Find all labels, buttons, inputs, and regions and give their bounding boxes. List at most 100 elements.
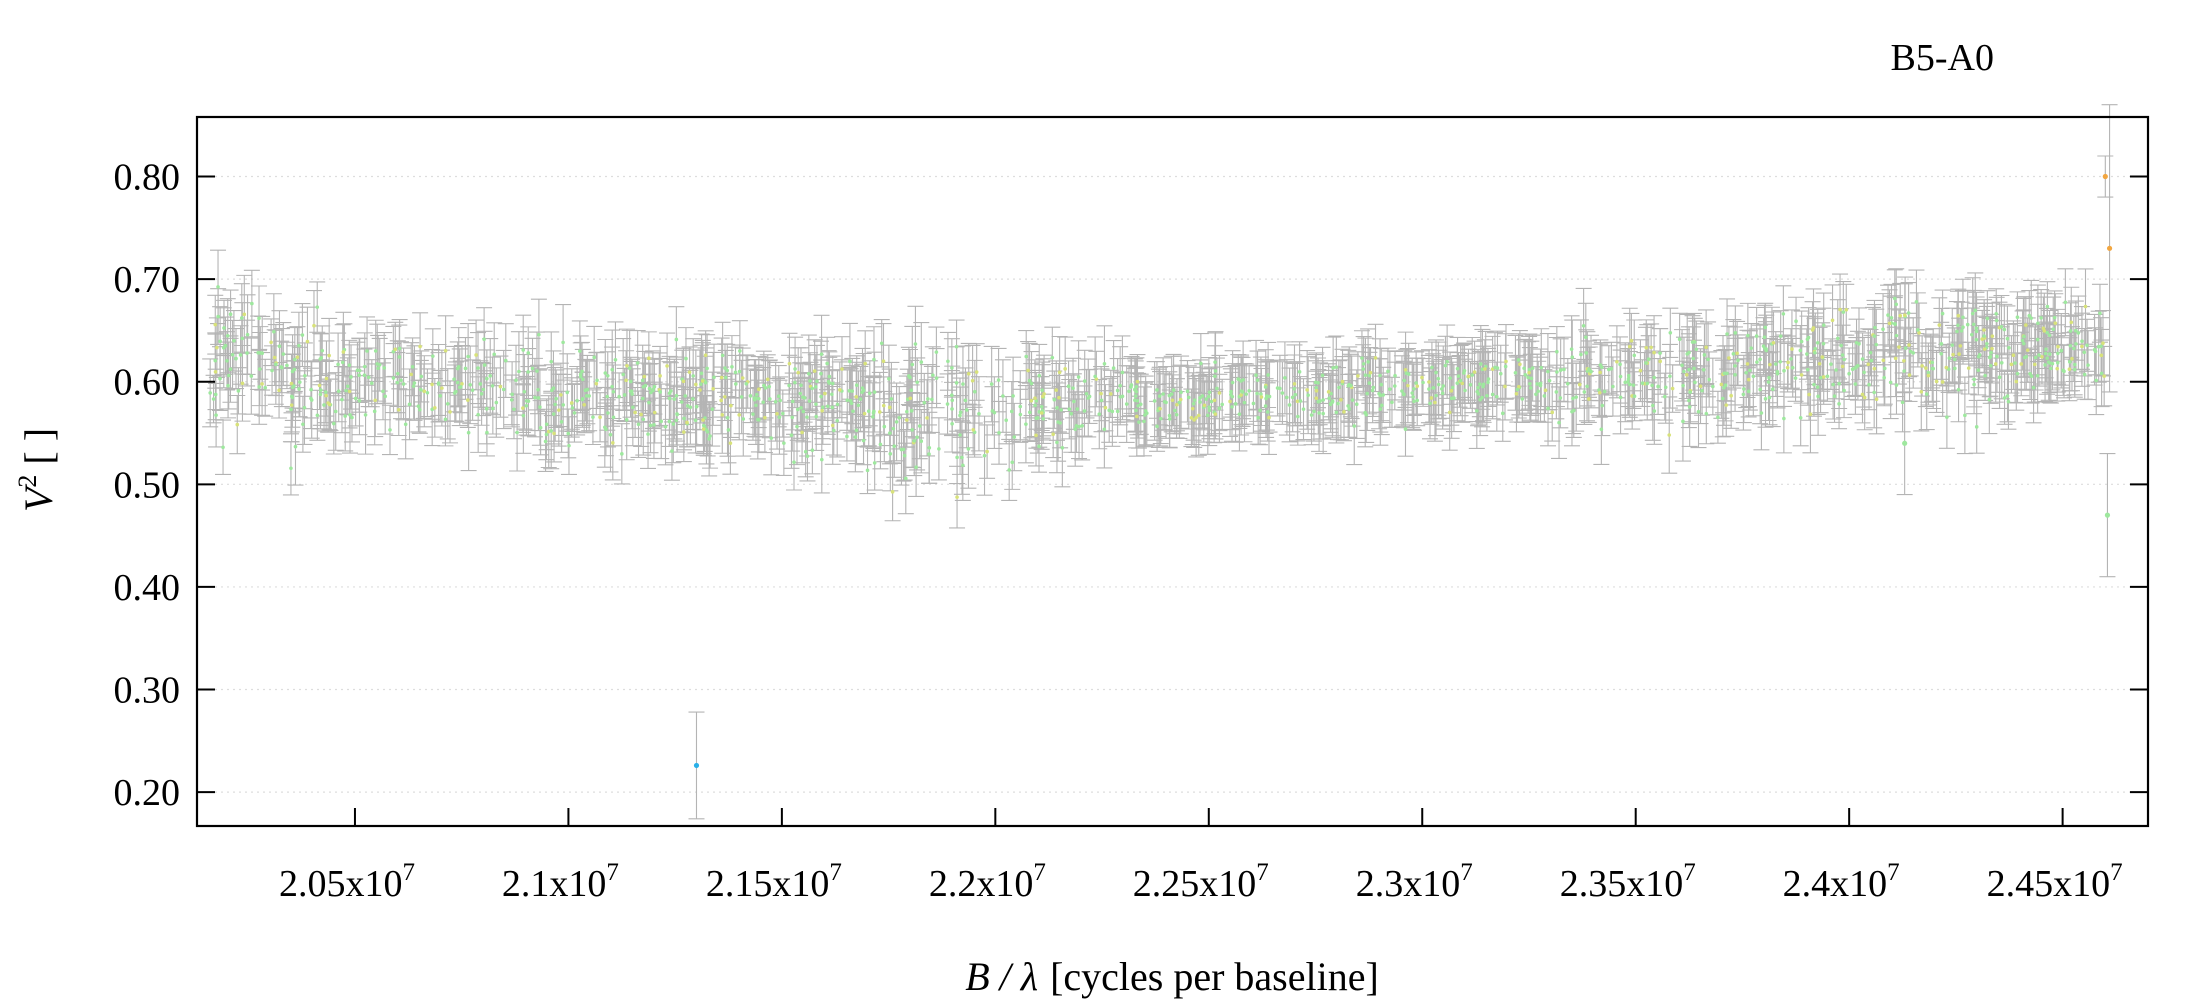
- data-point: [918, 424, 922, 428]
- data-point: [1388, 387, 1392, 391]
- data-point: [790, 416, 794, 420]
- data-point: [290, 403, 294, 407]
- data-point: [1870, 359, 1874, 363]
- data-point: [1746, 334, 1750, 338]
- data-point: [1536, 389, 1540, 393]
- data-point: [1215, 387, 1219, 391]
- data-point: [1168, 414, 1172, 418]
- data-point: [471, 388, 475, 392]
- data-point: [1822, 342, 1826, 346]
- data-point: [851, 409, 855, 413]
- data-point: [1652, 376, 1656, 380]
- data-point: [1691, 357, 1695, 361]
- data-point: [1725, 332, 1729, 336]
- data-point: [1975, 326, 1979, 330]
- data-point: [1207, 395, 1211, 399]
- data-point: [1317, 411, 1321, 415]
- data-point: [991, 409, 995, 413]
- data-point: [823, 392, 827, 396]
- data-point: [1187, 396, 1191, 400]
- data-point: [1816, 395, 1820, 399]
- data-point: [531, 367, 535, 371]
- data-point: [1920, 364, 1924, 368]
- data-point: [476, 366, 480, 370]
- data-point: [1778, 360, 1782, 364]
- data-point: [1213, 374, 1217, 378]
- data-point: [768, 397, 772, 401]
- data-point: [1437, 377, 1441, 381]
- data-point: [438, 394, 442, 398]
- data-point: [1755, 360, 1759, 364]
- data-point: [721, 354, 725, 358]
- data-point: [930, 398, 934, 402]
- data-point: [1351, 398, 1355, 402]
- data-point: [370, 381, 374, 385]
- data-point: [825, 362, 829, 366]
- data-point: [1982, 328, 1986, 332]
- data-point: [2032, 386, 2036, 390]
- data-point: [1908, 373, 1912, 377]
- data-point: [1886, 313, 1890, 317]
- data-point: [2069, 329, 2073, 333]
- data-point: [2055, 367, 2059, 371]
- data-point: [652, 423, 656, 427]
- data-point: [2049, 367, 2053, 371]
- data-point: [1807, 393, 1811, 397]
- data-point: [1360, 356, 1364, 360]
- data-point: [1973, 309, 1977, 313]
- data-point: [214, 413, 218, 417]
- data-point: [2068, 367, 2072, 371]
- data-point: [1366, 360, 1370, 364]
- data-point: [315, 305, 319, 309]
- data-point: [888, 406, 892, 410]
- data-point: [800, 431, 804, 435]
- data-point: [1546, 370, 1550, 374]
- data-point: [1258, 409, 1262, 413]
- data-point: [336, 363, 340, 367]
- data-point: [212, 397, 216, 401]
- data-point: [381, 390, 385, 394]
- data-point: [208, 391, 212, 395]
- data-point: [559, 393, 563, 397]
- data-point: [1939, 352, 1943, 356]
- data-point: [213, 323, 217, 327]
- data-point: [409, 373, 413, 377]
- data-point: [1296, 415, 1300, 419]
- data-point: [1463, 389, 1467, 393]
- data-point: [565, 391, 569, 395]
- data-point: [803, 396, 807, 400]
- data-point: [905, 410, 909, 414]
- data-point: [819, 395, 823, 399]
- data-point: [1890, 316, 1894, 320]
- data-point: [485, 407, 489, 411]
- data-point: [1393, 374, 1397, 378]
- data-point: [1582, 324, 1586, 328]
- data-point: [301, 333, 305, 337]
- data-point: [767, 385, 771, 389]
- data-point: [1315, 386, 1319, 390]
- data-point: [440, 386, 444, 390]
- data-point: [1055, 406, 1059, 410]
- data-point: [1478, 382, 1482, 386]
- data-point: [1995, 319, 1999, 323]
- data-point: [965, 408, 969, 412]
- data-point: [866, 469, 870, 473]
- data-point: [1904, 346, 1908, 350]
- data-point: [1630, 339, 1634, 343]
- data-point: [1378, 374, 1382, 378]
- data-point: [1192, 402, 1196, 406]
- data-point: [920, 360, 924, 364]
- data-point: [1191, 407, 1195, 411]
- data-point: [561, 341, 565, 345]
- data-point: [319, 356, 323, 360]
- data-point: [364, 413, 368, 417]
- data-point: [1653, 409, 1657, 413]
- data-point: [1760, 411, 1764, 415]
- data-point: [1924, 366, 1928, 370]
- data-point: [1099, 392, 1103, 396]
- data-point: [1941, 380, 1945, 384]
- data-point: [882, 404, 886, 408]
- data-point: [1687, 368, 1691, 372]
- data-point: [973, 390, 977, 394]
